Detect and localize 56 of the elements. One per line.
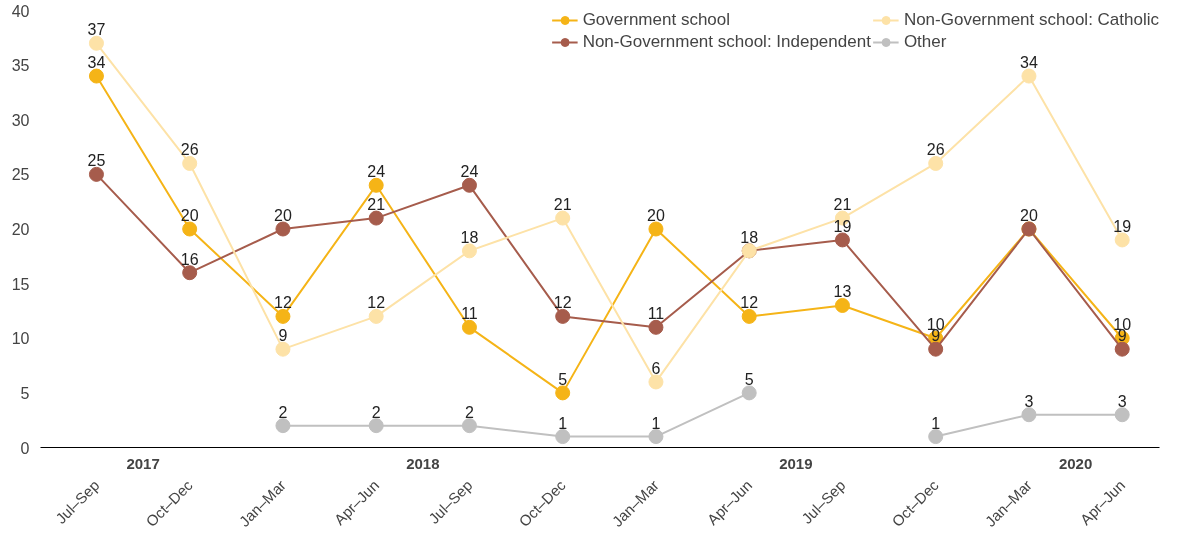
data-label: 5 [558, 370, 568, 388]
data-label: 1 [931, 414, 941, 432]
data-label: 3 [1024, 392, 1034, 410]
data-label: 9 [278, 327, 288, 345]
data-label: 6 [651, 359, 661, 377]
data-label: 19 [1113, 217, 1132, 235]
data-label: 34 [1020, 54, 1038, 72]
y-tick-label: 25 [11, 166, 30, 184]
y-tick-label: 5 [20, 384, 30, 402]
data-label: 21 [367, 196, 386, 214]
y-tick-label: 10 [11, 330, 30, 348]
data-label: 20 [180, 207, 199, 224]
data-label: 11 [461, 305, 478, 323]
data-label: 13 [833, 283, 852, 301]
data-label: 26 [926, 141, 945, 159]
y-tick-label: 15 [11, 275, 30, 293]
y-tick-label: 20 [11, 221, 30, 238]
data-label: 12 [740, 294, 759, 312]
text: 2018 [406, 454, 440, 472]
data-label: 34 [87, 54, 106, 72]
data-label: 19 [833, 217, 852, 235]
data-label: 2 [278, 403, 288, 421]
data-label: 24 [367, 163, 386, 181]
data-label: 11 [647, 305, 665, 323]
data-label: 20 [1020, 207, 1038, 224]
y-tick-label: 40 [11, 2, 30, 20]
data-label: 3 [1117, 392, 1127, 410]
data-label: 1 [651, 414, 661, 432]
data-label: 21 [553, 196, 572, 214]
legend-label: Non-Government school: Catholic [903, 10, 1159, 30]
data-label: 12 [274, 294, 292, 312]
data-label: 12 [553, 294, 572, 312]
data-label: 24 [460, 163, 479, 181]
data-label: 21 [833, 196, 852, 214]
text: 2017 [126, 454, 160, 472]
legend-label: Non-Government school: Independent [582, 32, 871, 52]
legend-label: Government school [582, 10, 731, 30]
text: 2020 [1058, 454, 1093, 472]
y-tick-label: 0 [20, 439, 30, 457]
text: 2019 [779, 454, 813, 472]
data-label: 37 [87, 21, 106, 39]
data-label: 26 [180, 141, 199, 159]
data-label: 18 [460, 228, 479, 246]
legend-label: Other [903, 32, 947, 52]
y-tick-label: 35 [11, 57, 30, 75]
data-label: 18 [740, 228, 759, 246]
data-label: 16 [180, 250, 199, 268]
data-label: 20 [274, 207, 292, 224]
y-tick-label: 30 [11, 111, 30, 129]
data-label: 25 [87, 152, 106, 170]
data-label: 20 [647, 207, 665, 224]
data-label: 2 [371, 403, 381, 421]
data-label: 12 [367, 294, 386, 312]
data-label: 2 [465, 403, 474, 421]
data-label: 5 [744, 370, 754, 388]
data-label: 1 [558, 414, 568, 432]
